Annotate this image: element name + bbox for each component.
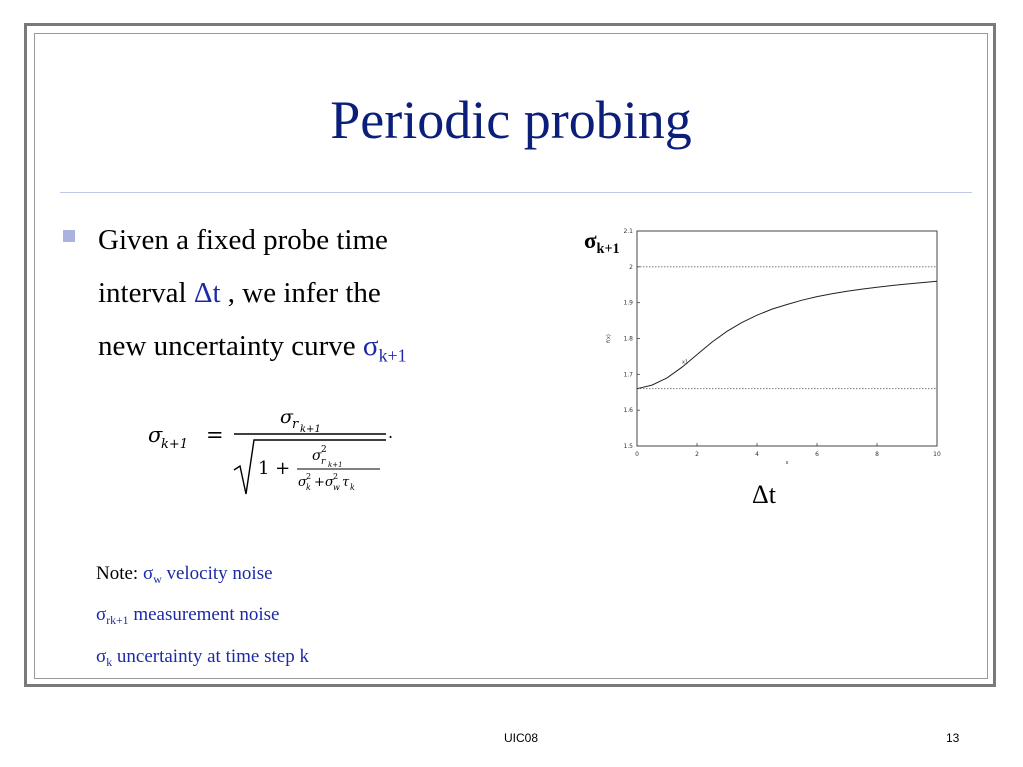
bullet-line-1: Given a fixed probe time (98, 224, 388, 256)
formula-inner-den2-sup: 2 (333, 472, 338, 481)
slide-inner-frame (34, 33, 988, 679)
bullet-line-2: interval Δt , we infer the (98, 267, 528, 320)
formula-inner-den-sub: k (306, 483, 311, 492)
note-line-2: σrk+1 measurement noise (96, 604, 279, 632)
slide-outer-frame (24, 23, 996, 687)
formula-inner-num-sub: r (321, 457, 326, 467)
chart-x-tick-label: 8 (875, 451, 879, 458)
bullet-line-3-pre: new uncertainty curve (98, 330, 363, 362)
chart-y-tick-label: 1.6 (623, 407, 633, 414)
chart-y-tick-label: 1.9 (623, 300, 633, 307)
formula-inner-den-tau-sub: k (350, 483, 355, 492)
note-1-text: velocity noise (161, 563, 273, 584)
note-line-1: Note: σw velocity noise (96, 563, 273, 591)
note-1-sub: w (153, 573, 162, 587)
chart-annotation: x1 (682, 359, 688, 365)
chart-x-label: Δt (752, 480, 776, 509)
chart-x-axis-label: x (786, 460, 789, 466)
formula-equals: = (206, 423, 224, 447)
note-2-sym: σ (96, 604, 107, 625)
formula-inner-num-subsub: k+1 (328, 461, 343, 469)
chart-y-axis-label: f(x) (606, 334, 612, 343)
chart-y-sym: σ (584, 228, 597, 253)
note-3-sym: σ (96, 646, 107, 667)
chart-x-tick-label: 0 (635, 451, 639, 458)
note-1-sym: σ (142, 563, 154, 584)
sigma-symbol: σ (362, 330, 379, 362)
formula-inner-den2: σ (325, 475, 335, 490)
chart-y-tick-label: 2.1 (623, 228, 633, 235)
formula-inner-den-plus: + (314, 475, 325, 490)
formula-inner-den-tau: τ (342, 475, 350, 490)
chart-series-line (636, 280, 938, 390)
chart-y-sub: k+1 (596, 240, 620, 257)
chart-y-tick-label: 1.5 (623, 443, 633, 450)
title-divider (60, 192, 972, 193)
chart-y-tick-label: 1.8 (623, 336, 633, 343)
formula-num-subsub: k+1 (300, 424, 321, 435)
chart-y-tick-label: 1.7 (623, 371, 633, 378)
formula-image: σ k+1 = σ r k+1 1 + σ 2 r k+1 σ 2 k + σ … (148, 406, 393, 495)
chart-plot-frame (636, 230, 938, 447)
formula-num-sub: r (292, 417, 299, 432)
delta-t-symbol: Δt (193, 277, 221, 309)
note-2-text: measurement noise (128, 604, 280, 625)
formula-num: σ (280, 406, 294, 428)
chart-x-tick-label: 2 (695, 451, 699, 458)
bullet-line-3: new uncertainty curve σk+1 (98, 320, 528, 382)
note-3-text: uncertainty at time step k (112, 646, 309, 667)
formula-lhs-sub: k+1 (161, 437, 188, 452)
formula-period: . (388, 423, 393, 442)
bullet-text: Given a fixed probe time interval Δt , w… (98, 214, 528, 382)
bullet-line-2-post: , we infer the (220, 277, 381, 309)
chart-x-tick-label: 6 (815, 451, 819, 458)
sigma-subscript: k+1 (378, 345, 407, 366)
bullet-square-icon (63, 230, 75, 242)
note-3-sub: k (106, 656, 113, 670)
formula-inner-den2-sub: w (333, 483, 340, 492)
chart-x-tick-label: 4 (755, 451, 759, 458)
formula-inner-num: σ (312, 448, 322, 464)
formula-inner-den: σ (298, 475, 308, 490)
note-2-sub: rk+1 (106, 614, 129, 628)
footer-label: UIC08 (504, 731, 539, 745)
chart-y-label: σk+1 (584, 228, 620, 258)
formula-inner-den-sup: 2 (306, 472, 311, 481)
slide-title: Periodic probing (330, 90, 692, 150)
chart-x-tick-label: 10 (933, 451, 941, 458)
note-1-prefix: Note: (96, 563, 143, 584)
bullet-line-2-pre: interval (98, 277, 194, 309)
note-line-3: σk uncertainty at time step k (96, 646, 309, 674)
page-number: 13 (946, 731, 960, 745)
chart-y-tick-label: 2 (629, 264, 633, 271)
formula-inner-num-sup: 2 (321, 445, 327, 455)
formula-one-plus: 1 + (258, 458, 290, 479)
formula-lhs: σ (148, 423, 163, 447)
uncertainty-chart: 0 2 4 6 8 10 1.5 1.6 1.7 1.8 1.9 2 2.1 x f(x) x1 (606, 228, 941, 466)
